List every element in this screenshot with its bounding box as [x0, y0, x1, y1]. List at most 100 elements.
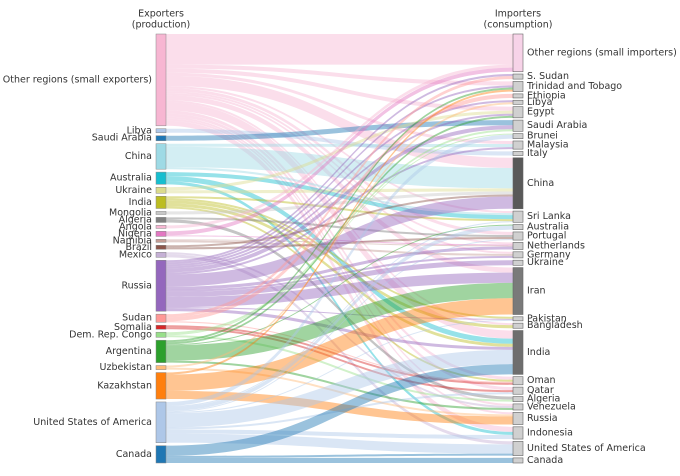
- target-label: Saudi Arabia: [527, 120, 587, 131]
- flow: [166, 118, 513, 415]
- flow: [166, 367, 513, 417]
- target-label: Brunei: [527, 131, 558, 142]
- flow: [166, 198, 513, 319]
- flow: [166, 453, 513, 458]
- target-label: Sri Lanka: [527, 211, 571, 222]
- flow: [166, 239, 513, 247]
- nodes: Other regions (small exporters)LibyaSaud…: [3, 33, 677, 466]
- source-node: [155, 245, 167, 250]
- flow: [166, 335, 513, 402]
- target-node: [512, 259, 524, 266]
- left-header: (production): [132, 20, 190, 31]
- flow: [166, 252, 513, 408]
- target-node: [512, 251, 524, 259]
- target-label: Venezuela: [527, 401, 576, 412]
- target-label: Australia: [527, 222, 569, 233]
- flow: [166, 308, 513, 350]
- flow: [166, 392, 513, 430]
- flow: [166, 307, 513, 320]
- target-label: Portugal: [527, 231, 566, 242]
- flow: [166, 237, 513, 250]
- flow: [166, 115, 513, 345]
- target-node: [512, 140, 524, 150]
- target-node: [512, 316, 524, 322]
- target-label: Iran: [527, 286, 546, 297]
- flow: [166, 134, 513, 407]
- flow: [166, 125, 513, 273]
- target-label: Malaysia: [527, 140, 569, 151]
- target-label: Germany: [527, 249, 571, 260]
- target-label: Ethiopia: [527, 90, 566, 101]
- flow: [166, 254, 513, 445]
- target-node: [512, 426, 524, 440]
- target-node: [512, 403, 524, 411]
- flow: [166, 196, 513, 287]
- flow: [166, 85, 513, 265]
- target-node: [512, 224, 524, 230]
- target-label: Oman: [527, 375, 556, 386]
- target-node: [512, 73, 524, 80]
- flow: [166, 89, 513, 375]
- target-label: Canada: [527, 455, 563, 466]
- source-node: [155, 445, 167, 464]
- source-node: [155, 128, 167, 134]
- flow: [166, 206, 513, 382]
- right-header: (consumption): [484, 20, 553, 31]
- source-node: [155, 33, 167, 127]
- target-label: S. Sudan: [527, 71, 569, 82]
- flow: [166, 133, 513, 336]
- flow: [166, 429, 513, 440]
- source-node: [155, 324, 167, 330]
- flow: [166, 76, 513, 318]
- flow: [166, 167, 513, 216]
- flow: [166, 68, 513, 111]
- target-label: Trinidad and Tobago: [526, 81, 622, 92]
- source-node: [155, 196, 167, 209]
- flow: [166, 116, 513, 406]
- target-label: United States of America: [527, 443, 646, 454]
- target-label: Indonesia: [527, 427, 573, 438]
- target-label: Bangladesh: [527, 320, 583, 331]
- source-label: Namibia: [113, 235, 152, 246]
- source-label: Dem. Rep. Congo: [69, 329, 152, 340]
- target-label: Italy: [527, 148, 548, 159]
- target-node: [512, 210, 524, 223]
- flow: [166, 219, 513, 400]
- flow: [166, 146, 513, 189]
- flow: [166, 143, 513, 148]
- flow: [166, 327, 513, 393]
- flow: [166, 67, 513, 236]
- source-node: [155, 135, 167, 142]
- flow: [166, 129, 513, 335]
- source-node: [155, 231, 167, 237]
- left-header: Exporters: [138, 9, 184, 20]
- source-node: [155, 239, 167, 243]
- flow: [166, 240, 513, 256]
- flow: [166, 147, 513, 275]
- target-label: China: [527, 178, 554, 189]
- flow: [166, 235, 513, 246]
- flow: [166, 246, 513, 290]
- source-label: Kazakhstan: [97, 380, 152, 391]
- target-node: [512, 157, 524, 210]
- target-label: Egypt: [527, 107, 555, 118]
- target-node: [512, 133, 524, 139]
- source-label: Argentina: [106, 346, 152, 357]
- flow: [166, 321, 513, 383]
- flow: [166, 349, 513, 428]
- flow: [166, 390, 513, 425]
- source-node: [155, 331, 167, 338]
- flow: [166, 176, 513, 344]
- flow: [166, 91, 513, 245]
- source-label: Libya: [127, 125, 152, 136]
- flow: [166, 364, 513, 456]
- flow: [166, 194, 513, 248]
- target-node: [512, 33, 524, 73]
- target-node: [512, 330, 524, 375]
- source-node: [155, 186, 167, 194]
- flow: [166, 102, 513, 368]
- target-node: [512, 396, 524, 402]
- flow: [166, 88, 513, 236]
- flow: [166, 196, 513, 222]
